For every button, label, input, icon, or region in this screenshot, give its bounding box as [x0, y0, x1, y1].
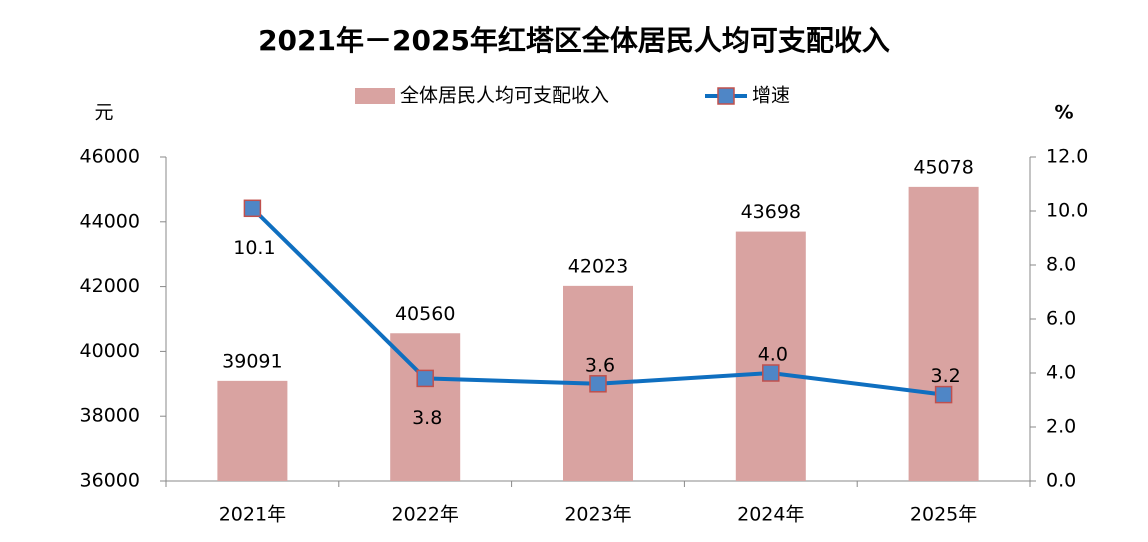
- y2-axis-label: %: [1054, 102, 1073, 124]
- marker: [243, 199, 262, 218]
- x-tick-label: 2024年: [737, 504, 804, 526]
- bar-value-label: 45078: [913, 156, 973, 178]
- marker: [416, 369, 434, 388]
- y-tick-label: 38000: [80, 405, 140, 427]
- y2-tick-label: 2.0: [1046, 416, 1076, 438]
- chart-title: 2021年－2025年红塔区全体居民人均可支配收入: [258, 24, 890, 57]
- x-tick-label: 2025年: [910, 504, 977, 526]
- y-tick-label: 46000: [80, 146, 140, 168]
- bar-value-label: 39091: [222, 350, 282, 372]
- line-value-label: 3.6: [585, 354, 615, 376]
- marker: [762, 364, 780, 382]
- y2-tick-label: 6.0: [1046, 308, 1076, 330]
- bar: [735, 231, 806, 481]
- line-value-label: 3.2: [930, 365, 960, 387]
- y-tick-label: 42000: [80, 275, 140, 297]
- marker: [589, 375, 607, 393]
- y2-tick-label: 4.0: [1046, 362, 1076, 384]
- y2-tick-label: 10.0: [1046, 200, 1088, 222]
- bar-value-label: 43698: [741, 201, 801, 223]
- x-tick-label: 2022年: [392, 504, 459, 526]
- y2-tick-label: 12.0: [1046, 146, 1088, 168]
- line-value-label: 10.1: [233, 237, 275, 259]
- y2-tick-label: 8.0: [1046, 254, 1076, 276]
- y-tick-label: 36000: [80, 470, 140, 492]
- bar-value-label: 42023: [568, 255, 628, 277]
- legend-swatch: [717, 87, 735, 105]
- legend-swatch: [355, 88, 395, 104]
- line-value-label: 3.8: [412, 407, 442, 429]
- y2-tick-label: 0.0: [1046, 470, 1076, 492]
- marker: [934, 385, 953, 404]
- x-tick-label: 2021年: [219, 504, 286, 526]
- y-tick-label: 44000: [80, 210, 140, 232]
- x-tick-label: 2023年: [564, 504, 631, 526]
- y-tick-label: 40000: [80, 340, 140, 362]
- legend-label: 全体居民人均可支配收入: [400, 85, 609, 107]
- bar-value-label: 40560: [395, 303, 455, 325]
- legend-label: 增速: [752, 85, 790, 107]
- bar: [217, 380, 288, 481]
- line-value-label: 4.0: [758, 344, 788, 366]
- bar: [908, 186, 979, 481]
- y-axis-label: 元: [94, 102, 113, 124]
